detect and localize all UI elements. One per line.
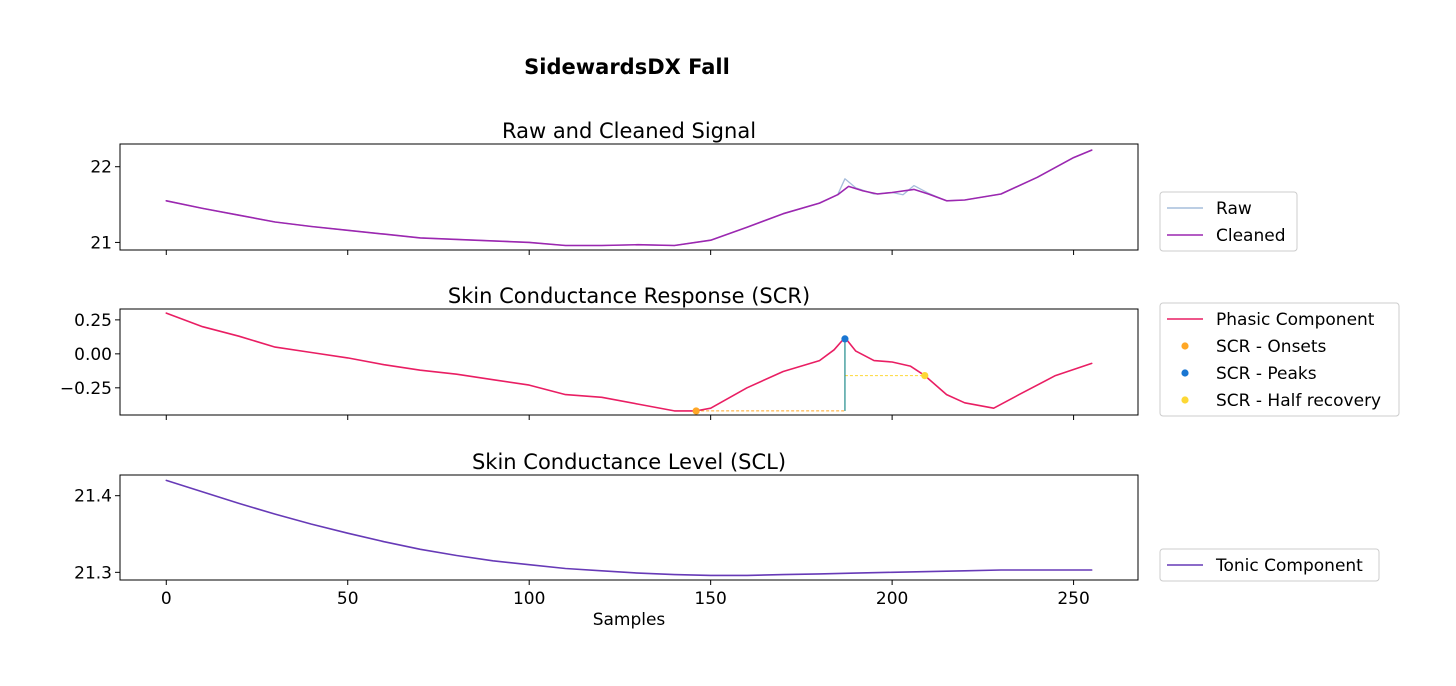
x-tick-label: 100 [513, 589, 545, 609]
y-tick-label: 0.25 [74, 311, 112, 331]
scr-peaks-point [841, 335, 849, 343]
panels: Raw and Cleaned Signal 21 22 Raw Cleaned Skin… [60, 119, 1400, 609]
y-tick-label: 21 [90, 233, 112, 253]
x-tick-label: 250 [1057, 589, 1089, 609]
x-axis-label: Samples [593, 610, 666, 630]
legend: Phasic Component SCR - Onsets SCR - Peaks S… [1159, 302, 1400, 417]
cleaned-legend-label: Cleaned [1216, 226, 1286, 246]
y-tick-label: −0.25 [60, 379, 112, 399]
scr-annotations [696, 338, 925, 412]
x-tick-label: 50 [337, 589, 359, 609]
panel-title: Skin Conductance Response (SCR) [448, 284, 810, 308]
panel-1: Raw and Cleaned Signal 21 22 Raw Cleaned [90, 119, 1298, 255]
legend: Raw Cleaned [1159, 191, 1298, 252]
x-tick-label: 150 [694, 589, 726, 609]
panel-title: Skin Conductance Level (SCL) [472, 450, 786, 474]
scr-onsets-legend-label: SCR - Onsets [1216, 337, 1327, 357]
cleaned-line [165, 149, 1093, 247]
series-group [165, 149, 1093, 247]
axes-frame [119, 308, 1139, 416]
tonic-component-legend-label: Tonic Component [1215, 556, 1363, 576]
phasic-component-legend-label: Phasic Component [1216, 310, 1375, 330]
legend: Tonic Component [1159, 548, 1380, 582]
legend-box [1159, 302, 1400, 417]
y-tick-label: 21.4 [74, 487, 112, 507]
axes-frame [119, 143, 1139, 251]
y-tick-label: 21.3 [74, 563, 112, 583]
scr-half-recovery-legend-marker [1181, 396, 1189, 404]
panel-3: Skin Conductance Level (SCL) 0 50 100 150 200… [74, 450, 1380, 609]
scr-peaks-legend-marker [1181, 369, 1189, 377]
scr-half-recovery-point [921, 371, 929, 380]
y-tick-label: 22 [90, 158, 112, 178]
series-group [165, 479, 1093, 577]
axes-frame [119, 474, 1139, 581]
raw-legend-label: Raw [1216, 199, 1252, 219]
legend-box [1159, 548, 1380, 582]
series-group [165, 312, 1093, 415]
legend-box [1159, 191, 1298, 252]
phasic-component-line [165, 312, 1093, 412]
raw-line [165, 149, 1093, 247]
x-tick-label: 0 [161, 589, 172, 609]
panel-2: Skin Conductance Response (SCR) 0.25 0.00 −… [60, 284, 1400, 420]
tonic-component-line [165, 479, 1093, 577]
scr-peaks-legend-label: SCR - Peaks [1216, 364, 1317, 384]
y-tick-label: 0.00 [74, 345, 112, 365]
x-tick-label: 200 [876, 589, 908, 609]
scr-half-recovery-legend-label: SCR - Half recovery [1216, 391, 1381, 411]
scr-onsets-point [692, 407, 700, 415]
figure-suptitle: SidewardsDX Fall [524, 55, 730, 79]
panel-title: Raw and Cleaned Signal [502, 119, 756, 143]
scr-onsets-legend-marker [1181, 342, 1189, 350]
